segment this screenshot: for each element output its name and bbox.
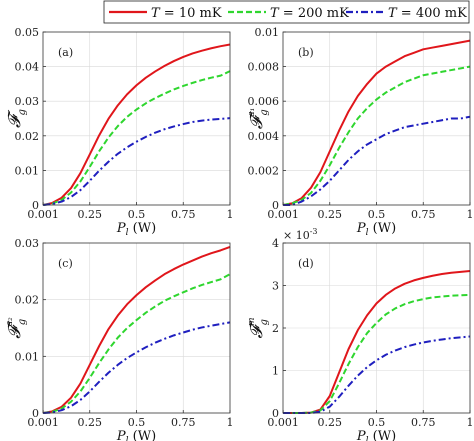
panel-label: (c): [58, 257, 73, 270]
legend-label-1: T = 10 mK: [151, 6, 222, 21]
y-tick-label-2: 2: [272, 322, 279, 335]
y-tick-label-3: 0.03: [15, 95, 40, 108]
x-tick-label-0: 0.001: [27, 416, 59, 429]
x-tick-label-3: 0.75: [411, 416, 436, 429]
y-tick-label-1: 0.002: [248, 164, 280, 177]
panel-label: (d): [298, 257, 314, 270]
x-tick-label-1: 0.25: [318, 208, 343, 221]
panels: 0.001 0.25 0.5 0.75 1 0 0.01 0.02 0.03 0.04 0.05 (a…: [5, 26, 474, 441]
legend-box: [103, 0, 470, 24]
x-axis-label: Pl (W): [356, 429, 396, 441]
series-line-1: [43, 246, 231, 414]
x-tick-label-0: 0.001: [267, 208, 299, 221]
panel-label: (b): [298, 46, 314, 59]
y-exponent-label: × 10-3: [283, 227, 318, 242]
y-tick-label-5: 0.01: [255, 26, 280, 39]
x-axis-label: Pl (W): [116, 221, 156, 238]
y-tick-label-4: 0.04: [15, 61, 40, 74]
y-tick-label-3: 0.006: [248, 95, 280, 108]
series-line-2: [283, 65, 471, 206]
legend: T = 10 mK T = 200 mK T = 400 mK: [103, 0, 470, 24]
panel-b: 0.001 0.25 0.5 0.75 1 0 0.002 0.004 0.006 0.008 0.…: [247, 26, 474, 238]
x-tick-label-3: 0.75: [411, 208, 436, 221]
series-line-3: [43, 321, 231, 414]
series-line-2: [43, 273, 231, 414]
x-tick-label-1: 0.25: [78, 208, 103, 221]
x-tick-label-2: 0.5: [368, 208, 386, 221]
y-tick-label-1: 0.01: [15, 350, 40, 363]
y-tick-label-0: 0: [272, 407, 279, 420]
x-tick-label-4: 1: [467, 416, 474, 429]
x-axis-label: Pl (W): [116, 429, 156, 441]
series-line-3: [283, 115, 471, 206]
x-tick-label-0: 0.001: [267, 416, 299, 429]
panel-d: 0.001 0.25 0.5 0.75 1 0 1 2 3 4 × 10-3 (d) Pl (W) 𝓕m g: [247, 227, 474, 441]
y-tick-label-3: 0.03: [15, 237, 40, 250]
y-tick-label-2: 0.02: [15, 130, 40, 143]
x-tick-label-2: 0.5: [368, 416, 386, 429]
y-tick-label-1: 0.01: [15, 164, 40, 177]
y-tick-label-4: 0.008: [248, 61, 280, 74]
y-axis-label: 𝓕a₂ g: [5, 317, 28, 339]
series-line-3: [283, 335, 471, 414]
y-tick-label-2: 0.02: [15, 294, 40, 307]
y-tick-label-5: 0.05: [15, 26, 40, 39]
y-tick-label-3: 3: [272, 280, 279, 293]
panel-a: 0.001 0.25 0.5 0.75 1 0 0.01 0.02 0.03 0.04 0.05 (a…: [5, 26, 234, 238]
x-tick-label-3: 0.75: [171, 416, 196, 429]
x-tick-label-4: 1: [467, 208, 474, 221]
x-tick-label-4: 1: [227, 416, 234, 429]
x-tick-label-2: 0.5: [128, 208, 146, 221]
y-tick-label-4: 4: [272, 237, 279, 250]
y-axis-label: 𝓕g: [5, 109, 28, 128]
series-line-2: [43, 70, 231, 206]
x-axis-label: Pl (W): [356, 221, 396, 238]
x-tick-label-1: 0.25: [318, 416, 343, 429]
series-line-3: [43, 117, 231, 206]
legend-label-2: T = 200 mK: [270, 6, 349, 21]
series-line-1: [42, 43, 231, 206]
panel-label: (a): [58, 46, 73, 59]
x-tick-label-0: 0.001: [27, 208, 59, 221]
y-tick-label-0: 0: [32, 407, 39, 420]
y-tick-label-0: 0: [32, 199, 39, 212]
y-tick-label-1: 1: [272, 365, 279, 378]
panel-c: 0.001 0.25 0.5 0.75 1 0 0.01 0.02 0.03 (c) Pl (W) 𝓕…: [5, 237, 234, 441]
series-line-1: [283, 39, 471, 206]
y-axis-label: 𝓕a₁ g: [247, 108, 270, 130]
y-tick-label-2: 0.004: [248, 130, 280, 143]
x-tick-label-1: 0.25: [78, 416, 103, 429]
x-tick-label-3: 0.75: [171, 208, 196, 221]
x-tick-label-4: 1: [227, 208, 234, 221]
legend-label-3: T = 400 mK: [388, 6, 467, 21]
y-axis-label: 𝓕m g: [247, 317, 270, 338]
x-tick-label-2: 0.5: [128, 416, 146, 429]
y-tick-label-0: 0: [272, 199, 279, 212]
